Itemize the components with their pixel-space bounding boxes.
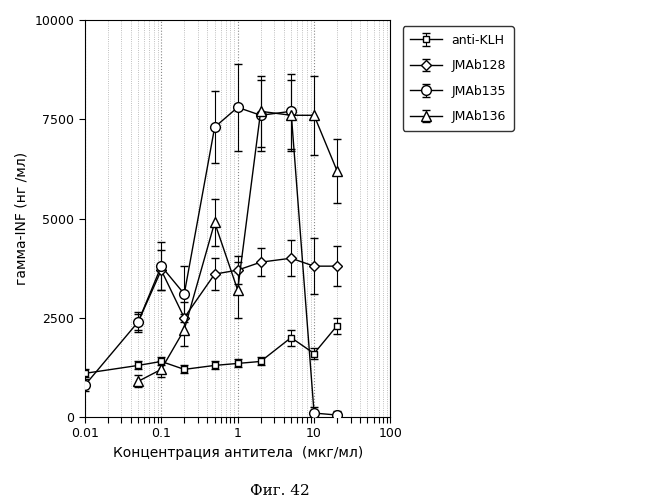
Text: Фиг. 42: Фиг. 42 (250, 484, 310, 498)
X-axis label: Концентрация антитела  (мкг/мл): Концентрация антитела (мкг/мл) (113, 446, 363, 460)
Y-axis label: гамма-INF (нг /мл): гамма-INF (нг /мл) (15, 152, 29, 285)
Legend: anti-KLH, JMAb128, JMAb135, JMAb136: anti-KLH, JMAb128, JMAb135, JMAb136 (403, 26, 513, 130)
